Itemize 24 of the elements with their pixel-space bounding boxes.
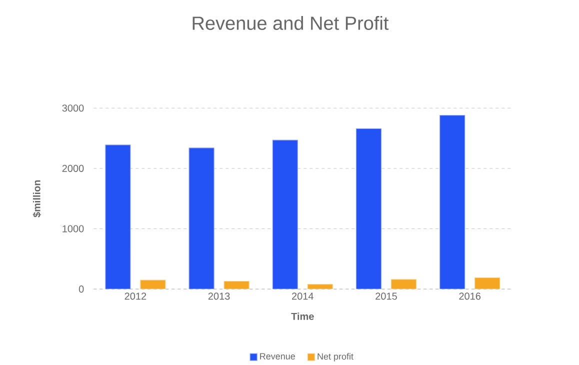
legend-label: Revenue (260, 353, 295, 360)
bar (224, 281, 250, 290)
bar (356, 128, 382, 290)
x-tick-label: 2015 (376, 292, 397, 300)
y-tick-label: 2000 (62, 164, 84, 172)
y-tick-label: 1000 (62, 225, 84, 232)
bar (308, 284, 333, 290)
bar (272, 140, 298, 290)
bar (105, 144, 131, 290)
x-tick-label: 2012 (124, 292, 146, 300)
y-tick-label: 3000 (62, 104, 84, 112)
bar (440, 115, 466, 290)
y-tick-label: 0 (78, 286, 84, 293)
bar (391, 279, 416, 290)
legend-label: Net profit (318, 353, 354, 362)
chart-title: Revenue and Net Profit (192, 16, 389, 30)
bar (474, 277, 500, 290)
x-tick-label: 2016 (459, 292, 481, 300)
x-tick-label: 2013 (208, 292, 230, 300)
bar (140, 280, 166, 290)
x-axis-title: Time (291, 312, 314, 320)
x-tick-label: 2014 (292, 292, 314, 300)
y-axis-title: $million (32, 180, 41, 218)
bar (188, 148, 214, 290)
